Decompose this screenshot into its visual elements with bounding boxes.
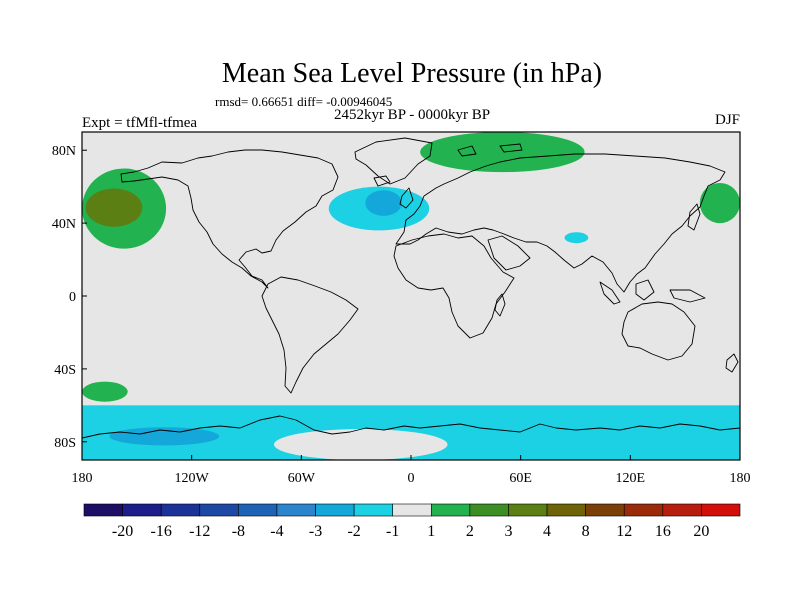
x-tick-label: 60E xyxy=(509,471,532,486)
experiment-label: Expt = tfMfl-tfmea xyxy=(82,115,197,131)
coastline-greenland xyxy=(354,137,433,185)
region-ross-sea-core xyxy=(109,427,220,446)
coastline-australia xyxy=(621,301,696,361)
colorbar-swatch xyxy=(353,503,394,517)
region-antarctic-interior-neutral xyxy=(273,429,448,460)
coastline-arctic-islands xyxy=(457,143,523,157)
coastlines xyxy=(82,137,740,439)
colorbar-swatch xyxy=(276,503,316,517)
colorbar-level-label: -3 xyxy=(309,523,322,540)
colorbar-swatch xyxy=(546,503,586,517)
colorbar-level-label: 20 xyxy=(693,523,709,540)
period-label: 2452kyr BP - 0000kyr BP xyxy=(334,107,490,123)
colorbar-swatch xyxy=(83,503,123,517)
colorbar-swatch xyxy=(508,503,548,517)
colorbar-level-label: 1 xyxy=(427,523,435,540)
colorbar-level-label: -4 xyxy=(270,523,283,540)
colorbar-swatch xyxy=(392,503,432,517)
colorbar-level-label: 16 xyxy=(655,523,671,540)
colorbar-swatch xyxy=(238,503,278,517)
colorbar-level-label: -12 xyxy=(189,523,210,540)
region-south-pacific-positive xyxy=(82,381,128,402)
chart-title: Mean Sea Level Pressure (in hPa) xyxy=(222,58,602,89)
x-tick-label: 120W xyxy=(175,471,210,486)
colorbar-swatch xyxy=(160,503,201,517)
colorbar-swatch xyxy=(623,503,664,517)
colorbar-swatch xyxy=(122,503,162,517)
y-axis: 80N 40N 0 40S 80S xyxy=(52,144,87,451)
colorbar-swatch xyxy=(701,503,741,517)
colorbar-level-label: -16 xyxy=(151,523,172,540)
region-tibet-negative xyxy=(564,232,589,244)
y-tick-label: 80S xyxy=(54,436,76,451)
colorbar-level-label: -1 xyxy=(386,523,399,540)
coastline-sumatra xyxy=(599,281,621,305)
colorbar-level-label: -2 xyxy=(347,523,360,540)
coastline-arabia xyxy=(487,235,531,271)
colorbar-swatch xyxy=(430,503,471,517)
coastline-new-guinea xyxy=(669,289,706,303)
coastline-antarctica xyxy=(82,415,740,439)
region-north-atlantic-core xyxy=(365,190,402,216)
colorbar: -20 -16 -12 -8 -4 -3 -2 -1 1 2 3 4 8 12 16 20 xyxy=(83,503,741,540)
coastline-eurasia xyxy=(395,153,726,293)
colorbar-level-label: 4 xyxy=(543,523,551,540)
colorbar-level-label: 2 xyxy=(466,523,474,540)
colorbar-swatch xyxy=(315,503,355,517)
colorbar-swatch xyxy=(662,503,702,517)
region-arctic-positive xyxy=(420,132,585,173)
colorbar-swatch xyxy=(585,503,625,517)
y-tick-label: 80N xyxy=(52,144,76,159)
x-tick-label: 60W xyxy=(288,471,316,486)
coastline-borneo xyxy=(635,279,655,301)
coastline-south-america xyxy=(261,276,359,394)
coastline-north-america xyxy=(120,149,339,289)
colorbar-level-label: -20 xyxy=(112,523,133,540)
colorbar-level-label: -8 xyxy=(232,523,245,540)
map-panel: 180 120W 60W 0 60E 120E 180 80N 40N 0 40S 80S xyxy=(52,131,751,486)
colorbar-level-label: 12 xyxy=(616,523,632,540)
y-tick-label: 40S xyxy=(54,363,76,378)
x-axis: 180 120W 60W 0 60E 120E 180 xyxy=(72,455,751,486)
x-tick-label: 0 xyxy=(408,471,415,486)
coastline-madagascar xyxy=(494,293,506,317)
coastline-japan xyxy=(687,203,701,231)
season-label: DJF xyxy=(715,112,740,128)
coastline-britain xyxy=(399,187,414,209)
colorbar-swatch xyxy=(469,503,509,517)
stats-label: rmsd= 0.66651 diff= -0.00946045 xyxy=(215,94,392,109)
colorbar-level-label: 8 xyxy=(582,523,590,540)
y-tick-label: 40N xyxy=(52,217,76,232)
coastline-africa xyxy=(393,233,515,339)
x-tick-label: 180 xyxy=(72,471,93,486)
colorbar-swatch xyxy=(199,503,239,517)
anomaly-field xyxy=(82,132,740,460)
region-siberia-positive xyxy=(699,183,740,224)
x-tick-label: 120E xyxy=(616,471,646,486)
region-north-pacific-core xyxy=(85,188,143,227)
colorbar-level-label: 3 xyxy=(504,523,512,540)
coastline-iceland xyxy=(373,175,391,187)
y-tick-label: 0 xyxy=(69,290,76,305)
coastline-new-zealand xyxy=(725,353,739,373)
x-tick-label: 180 xyxy=(730,471,751,486)
